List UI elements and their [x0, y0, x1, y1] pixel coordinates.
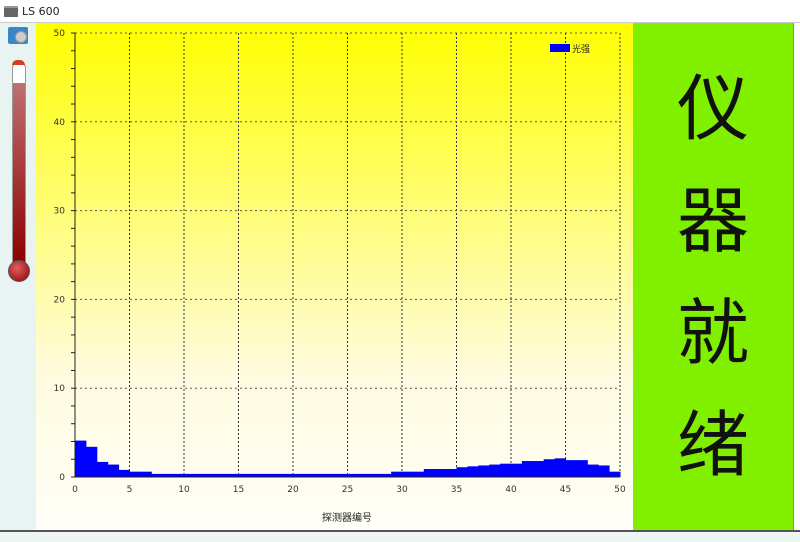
status-panel: 仪 器 就 绪	[633, 23, 793, 530]
x-tick-label: 0	[72, 485, 78, 495]
thermometer-cap	[12, 60, 25, 65]
status-char: 器	[676, 178, 749, 263]
settings-tool-icon[interactable]	[8, 27, 28, 44]
legend: 光强	[550, 43, 590, 55]
bar	[194, 473, 207, 477]
bar	[85, 446, 98, 477]
bar	[140, 471, 152, 477]
bar	[609, 471, 621, 477]
x-tick-label: 45	[560, 485, 571, 495]
bar	[173, 473, 185, 477]
x-tick-label: 50	[614, 485, 626, 495]
status-char: 就	[676, 290, 749, 375]
x-tick-label: 35	[451, 485, 462, 495]
bar-chart: 0 5 10 15 20 25 30 35 40 45 50 0 10 20 30 40 50 光强 探测器编号	[54, 29, 626, 524]
x-tick-label: 25	[342, 485, 353, 495]
x-tick-label: 30	[396, 485, 408, 495]
bar	[129, 471, 141, 477]
bar	[391, 471, 403, 477]
bar	[260, 473, 272, 477]
bar	[576, 460, 588, 477]
bar	[303, 473, 316, 477]
bar	[598, 465, 610, 477]
bar	[205, 473, 218, 477]
y-tick-label: 40	[54, 118, 66, 128]
bar	[282, 473, 294, 477]
bar	[358, 473, 370, 477]
scrollbar[interactable]	[793, 23, 800, 530]
x-tick-label: 15	[233, 485, 244, 495]
bar	[227, 473, 239, 477]
bar	[380, 473, 392, 477]
bar	[151, 473, 163, 477]
legend-swatch	[550, 44, 570, 52]
bar	[500, 463, 512, 477]
y-tick-label: 10	[54, 384, 66, 394]
bar	[325, 473, 338, 477]
bar	[543, 459, 556, 477]
bar	[489, 464, 501, 477]
bar	[162, 473, 174, 477]
bar	[445, 469, 457, 477]
bar	[402, 471, 414, 477]
y-tick-label: 50	[54, 29, 66, 39]
bar	[412, 471, 425, 477]
bar	[336, 473, 348, 477]
status-char: 仪	[676, 66, 749, 151]
thermometer-gauge	[12, 62, 26, 266]
status-char: 绪	[676, 402, 749, 487]
x-axis-title: 探测器编号	[322, 511, 372, 524]
x-tick-label: 20	[287, 485, 299, 495]
bar	[347, 473, 359, 477]
bar	[565, 460, 577, 477]
y-tick-label: 30	[54, 207, 66, 217]
y-tick-label: 0	[59, 473, 65, 483]
bar	[293, 473, 305, 477]
bar	[521, 461, 534, 477]
thermometer-bulb	[8, 260, 30, 282]
bar	[532, 461, 545, 477]
x-tick-label: 5	[127, 485, 133, 495]
bar	[511, 463, 523, 477]
bar	[216, 473, 229, 477]
y-tick-label: 20	[54, 295, 66, 305]
bar	[184, 473, 196, 477]
chart-area: 0 5 10 15 20 25 30 35 40 45 50 0 10 20 30 40 50 光强 探测器编号	[36, 23, 633, 530]
bar	[554, 458, 566, 477]
bar	[271, 473, 283, 477]
x-tick-label: 10	[178, 485, 190, 495]
bar	[96, 461, 109, 477]
window-title: LS 600	[22, 4, 60, 18]
title-bar: LS 600	[0, 0, 800, 23]
bar	[118, 469, 130, 477]
bar	[478, 465, 490, 477]
bar	[467, 466, 479, 477]
bar	[249, 473, 261, 477]
legend-label: 光强	[572, 43, 590, 55]
bar	[314, 473, 327, 477]
bar	[369, 473, 381, 477]
bar	[238, 473, 250, 477]
x-tick-label: 40	[505, 485, 517, 495]
bar	[75, 440, 87, 477]
bar	[107, 464, 120, 477]
thermometer-fill	[13, 83, 25, 265]
status-bar	[0, 530, 800, 542]
bar	[434, 469, 447, 477]
app-window-icon	[4, 5, 18, 17]
bar	[587, 464, 599, 477]
bar	[456, 467, 468, 477]
bar	[423, 469, 436, 477]
